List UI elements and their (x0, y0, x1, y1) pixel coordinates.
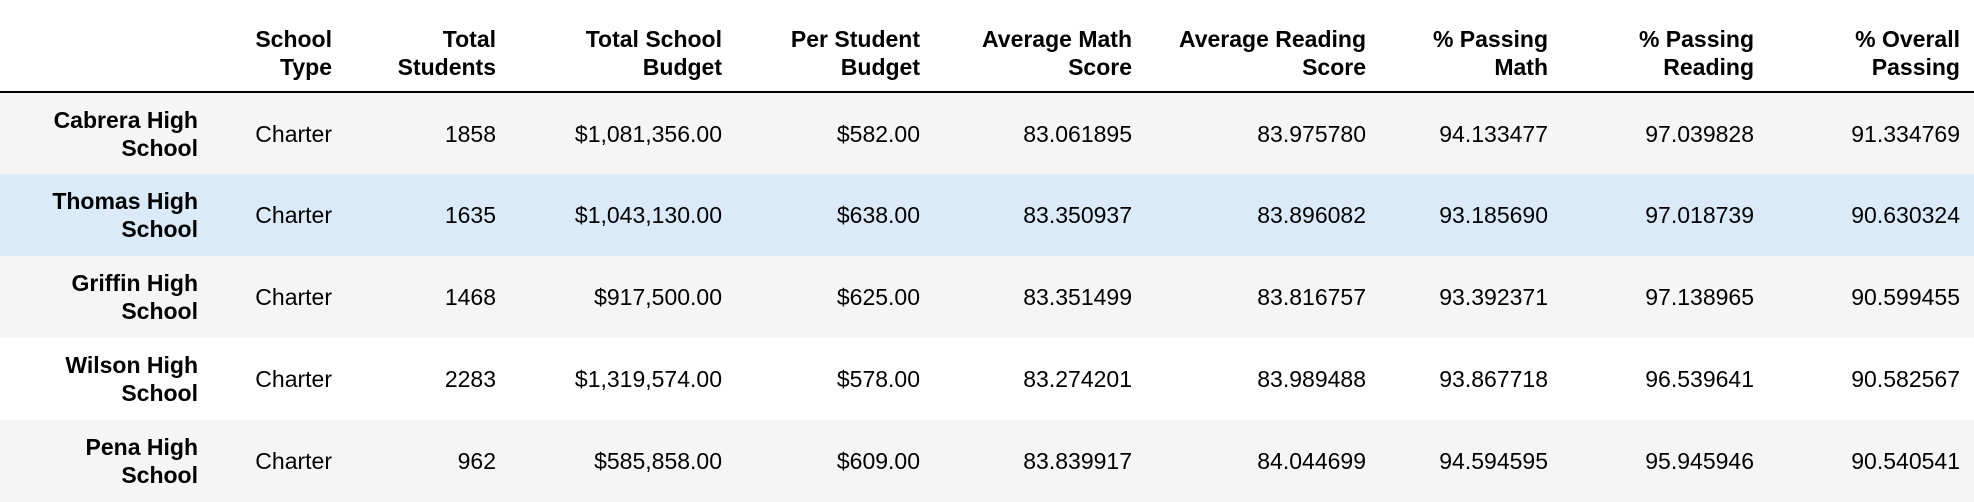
cell-total-school-budget: $1,043,130.00 (574, 202, 722, 228)
cell-average-math-score: 83.839917 (1023, 448, 1132, 474)
column-header-average-math-score: Average Math Score (934, 0, 1146, 93)
cell-average-reading-score: 83.975780 (1257, 120, 1366, 147)
cell-percent-passing-reading: 96.539641 (1645, 366, 1754, 392)
cell-percent-passing-reading: 97.138965 (1645, 284, 1754, 310)
cell-percent-overall-passing: 91.334769 (1851, 120, 1960, 147)
cell-percent-passing-reading: 97.018739 (1645, 202, 1754, 228)
cell-total-students: 2283 (444, 366, 496, 392)
table-row: Thomas High School Charter 1635 $1,043,13… (0, 174, 1974, 256)
cell-school-type: Charter (255, 448, 332, 474)
cell-percent-passing-math: 93.392371 (1439, 284, 1548, 310)
table-row: Cabrera High School Charter 1858 $1,081,3… (0, 92, 1974, 174)
cell-average-reading-score: 83.989488 (1257, 366, 1366, 392)
column-header-percent-overall-passing: % Overall Passing (1768, 0, 1974, 93)
cell-per-student-budget: $609.00 (836, 448, 920, 474)
table-header: School Type Total Students Total School Bud… (0, 0, 1974, 93)
cell-percent-overall-passing: 90.540541 (1851, 448, 1960, 474)
row-index-school: Wilson High School (65, 352, 198, 406)
row-index-school: Griffin High School (71, 270, 198, 324)
cell-total-school-budget: $585,858.00 (594, 448, 722, 474)
column-header-percent-passing-math: % Passing Math (1380, 0, 1562, 93)
cell-total-students: 1635 (444, 202, 496, 228)
cell-total-students: 1858 (444, 120, 496, 147)
cell-average-reading-score: 83.896082 (1257, 202, 1366, 228)
cell-percent-overall-passing: 90.630324 (1851, 202, 1960, 228)
cell-per-student-budget: $638.00 (836, 202, 920, 228)
cell-average-math-score: 83.274201 (1023, 366, 1132, 392)
cell-total-school-budget: $1,081,356.00 (574, 120, 722, 147)
column-header-total-school-budget: Total School Budget (510, 0, 736, 93)
cell-total-students: 1468 (444, 284, 496, 310)
cell-average-reading-score: 83.816757 (1257, 284, 1366, 310)
table-row: Griffin High School Charter 1468 $917,500… (0, 256, 1974, 338)
row-index-school: Cabrera High School (53, 106, 198, 161)
header-row: School Type Total Students Total School Bud… (0, 0, 1974, 93)
column-header-average-reading-score: Average Reading Score (1146, 0, 1380, 93)
column-header-total-students: Total Students (346, 0, 510, 93)
cell-percent-passing-reading: 97.039828 (1645, 120, 1754, 147)
cell-per-student-budget: $625.00 (836, 284, 920, 310)
table-row: Pena High School Charter 962 $585,858.00 … (0, 420, 1974, 502)
index-header (0, 0, 212, 93)
table-body: Cabrera High School Charter 1858 $1,081,3… (0, 92, 1974, 502)
cell-average-math-score: 83.350937 (1023, 202, 1132, 228)
cell-total-students: 962 (457, 448, 496, 474)
cell-school-type: Charter (255, 366, 332, 392)
row-index-school: Pena High School (85, 434, 198, 488)
cell-school-type: Charter (255, 202, 332, 228)
cell-percent-overall-passing: 90.599455 (1851, 284, 1960, 310)
cell-percent-passing-math: 93.867718 (1439, 366, 1548, 392)
cell-percent-passing-math: 93.185690 (1439, 202, 1548, 228)
cell-percent-overall-passing: 90.582567 (1851, 366, 1960, 392)
cell-percent-passing-math: 94.594595 (1439, 448, 1548, 474)
column-header-per-student-budget: Per Student Budget (736, 0, 934, 93)
cell-total-school-budget: $1,319,574.00 (574, 366, 722, 392)
cell-per-student-budget: $578.00 (836, 366, 920, 392)
cell-average-math-score: 83.061895 (1023, 120, 1132, 147)
column-header-percent-passing-reading: % Passing Reading (1562, 0, 1768, 93)
cell-average-reading-score: 84.044699 (1257, 448, 1366, 474)
table-row: Wilson High School Charter 2283 $1,319,57… (0, 338, 1974, 420)
cell-percent-passing-reading: 95.945946 (1645, 448, 1754, 474)
row-index-school: Thomas High School (52, 188, 198, 242)
cell-percent-passing-math: 94.133477 (1439, 120, 1548, 147)
cell-total-school-budget: $917,500.00 (594, 284, 722, 310)
column-header-school-type: School Type (212, 0, 346, 93)
cell-school-type: Charter (255, 284, 332, 310)
cell-school-type: Charter (255, 120, 332, 147)
cell-per-student-budget: $582.00 (836, 120, 920, 147)
cell-average-math-score: 83.351499 (1023, 284, 1132, 310)
